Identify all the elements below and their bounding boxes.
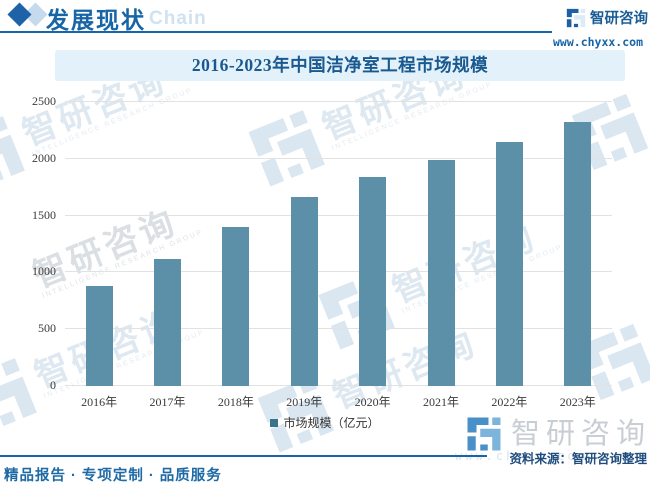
watermark-url: www.chyxx.com (455, 449, 588, 463)
header-divider (0, 31, 552, 33)
y-axis-tick: 1500 (32, 207, 56, 222)
x-axis-tick: 2017年 (149, 395, 186, 409)
plot-area: 0 500 1000 1500 2000 2500 2016年 2017年 2018年 2019年… (32, 94, 612, 409)
data-source: 资料来源：智研咨询整理 (509, 452, 647, 466)
brand-header: 智研咨询 (566, 7, 648, 28)
section-title: 发展现状 (46, 7, 146, 33)
x-axis-tick: 2018年 (217, 395, 254, 409)
y-axis-tick: 2500 (32, 94, 56, 108)
chart-legend: 市场规模（亿元） (0, 414, 650, 431)
bar-2018年 (222, 226, 250, 386)
chart-title: 2016-2023年中国洁净室工程市场规模 (191, 55, 489, 75)
legend-swatch (270, 418, 279, 427)
x-axis-tick: 2021年 (423, 395, 460, 409)
x-axis-tick: 2016年 (81, 395, 118, 409)
diamond-icon (7, 2, 32, 27)
bar-2023年 (564, 122, 592, 386)
bar-2022年 (495, 141, 523, 386)
footer-tagline: 精品报告 · 专项定制 · 品质服务 (4, 468, 222, 484)
x-axis-tick: 2019年 (286, 395, 323, 409)
bar-2017年 (154, 258, 182, 386)
y-axis-tick: 2000 (32, 150, 56, 165)
y-axis-tick: 500 (38, 321, 56, 336)
y-axis-tick: 1000 (32, 264, 56, 279)
x-axis-tick: 2023年 (559, 395, 596, 409)
bar-2021年 (427, 159, 455, 386)
gridline (65, 271, 612, 273)
website-url: www.chyxx.com (553, 35, 644, 49)
footer-divider (0, 455, 487, 457)
gridline (65, 214, 612, 216)
gridline (65, 328, 612, 330)
brand-logo-icon (566, 8, 586, 28)
y-axis-tick: 0 (50, 378, 56, 392)
gridline (65, 157, 612, 159)
gridline (65, 385, 612, 386)
x-axis-tick: 2022年 (491, 395, 528, 409)
bar-2020年 (359, 176, 387, 386)
brand-watermark-text: 智研咨询 (511, 417, 650, 450)
bar-2019年 (290, 197, 318, 386)
legend-label: 市场规模（亿元） (283, 416, 380, 430)
brand-name: 智研咨询 (590, 11, 648, 27)
chart-title-bar: 2016-2023年中国洁净室工程市场规模 (55, 50, 625, 81)
brand-watermark: 智研咨询 (466, 416, 650, 452)
bar-2016年 (85, 286, 113, 386)
x-axis-tick: 2020年 (354, 395, 391, 409)
gridline (65, 101, 612, 102)
section-subtitle: Chain (149, 8, 207, 29)
